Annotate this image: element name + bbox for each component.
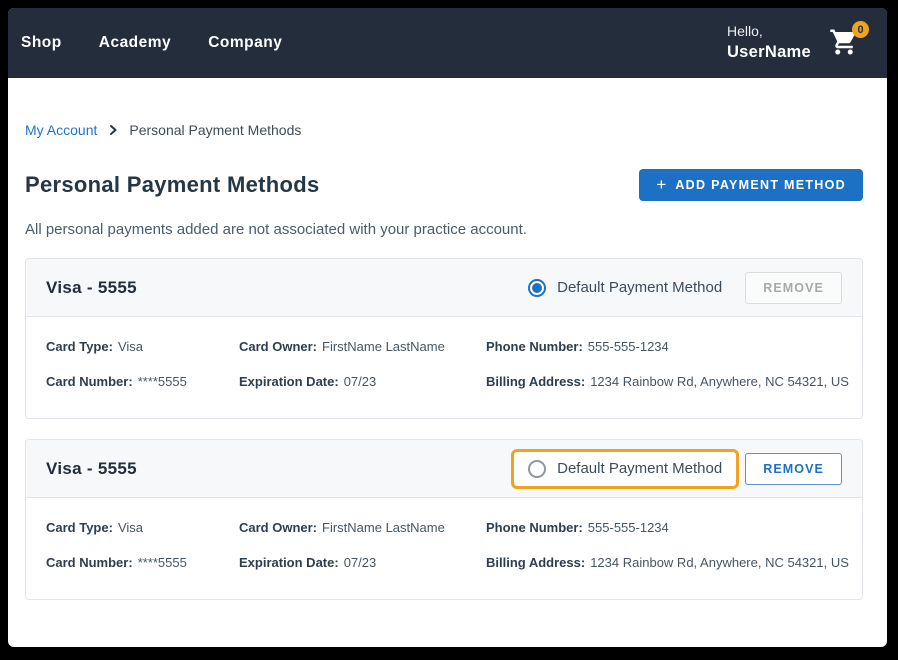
detail-card-number-1: Card Number: ****5555: [46, 374, 187, 389]
plus-icon: +: [656, 175, 667, 194]
detail-expiration-date-2: Expiration Date: 07/23: [239, 555, 377, 570]
breadcrumb-link-my-account[interactable]: My Account: [25, 122, 98, 138]
main-content: My Account Personal Payment Methods Pers…: [8, 122, 887, 600]
default-payment-radio-2[interactable]: [528, 459, 547, 478]
detail-card-owner-1: Card Owner: FirstName LastName: [239, 339, 445, 354]
payment-card-1-header: Visa - 5555 Default Payment Method REMOV…: [26, 259, 862, 317]
payment-card-2-header: Visa - 5555 Default Payment Method REMOV…: [26, 440, 862, 498]
user-greeting: Hello, UserName: [727, 22, 811, 63]
detail-billing-address-2: Billing Address: 1234 Rainbow Rd, Anywher…: [486, 555, 849, 570]
detail-billing-address-1: Billing Address: 1234 Rainbow Rd, Anywher…: [486, 374, 849, 389]
detail-expiration-date-1: Expiration Date: 07/23: [239, 374, 377, 389]
default-payment-label-1: Default Payment Method: [557, 279, 723, 296]
detail-phone-number-1: Phone Number: 555-555-1234: [486, 339, 669, 354]
breadcrumb: My Account Personal Payment Methods: [25, 122, 863, 138]
top-nav: Shop Academy Company Hello, UserName 0: [8, 8, 887, 78]
remove-button-1[interactable]: REMOVE: [745, 271, 842, 304]
add-payment-method-button[interactable]: + ADD PAYMENT METHOD: [639, 169, 863, 201]
nav-link-shop[interactable]: Shop: [21, 34, 62, 51]
default-payment-option-1[interactable]: Default Payment Method: [511, 268, 739, 308]
nav-right: Hello, UserName 0: [727, 21, 869, 63]
chevron-right-icon: [110, 125, 117, 135]
page: Shop Academy Company Hello, UserName 0 M…: [8, 8, 887, 647]
detail-card-type-1: Card Type: Visa: [46, 339, 143, 354]
greeting-hello: Hello,: [726, 23, 763, 40]
payment-card-1-details: Card Type: Visa Card Owner: FirstName Last…: [26, 317, 862, 418]
detail-card-owner-2: Card Owner: FirstName LastName: [239, 520, 445, 535]
cart-count-badge: 0: [852, 21, 869, 38]
breadcrumb-current: Personal Payment Methods: [129, 122, 302, 138]
payment-card-1: Visa - 5555 Default Payment Method REMOV…: [25, 258, 863, 419]
cart-button[interactable]: 0: [829, 21, 869, 59]
default-payment-option-2[interactable]: Default Payment Method: [511, 448, 740, 489]
page-title: Personal Payment Methods: [25, 172, 320, 197]
remove-button-2[interactable]: REMOVE: [745, 452, 842, 485]
title-row: Personal Payment Methods + ADD PAYMENT M…: [25, 169, 863, 201]
nav-link-company[interactable]: Company: [208, 34, 283, 51]
payment-card-2-title: Visa - 5555: [46, 458, 137, 478]
detail-phone-number-2: Phone Number: 555-555-1234: [486, 520, 669, 535]
payment-card-2-actions: Default Payment Method REMOVE: [511, 448, 842, 489]
default-payment-label-2: Default Payment Method: [557, 460, 723, 477]
payment-card-1-actions: Default Payment Method REMOVE: [511, 268, 842, 308]
payment-card-2: Visa - 5555 Default Payment Method REMOV…: [25, 439, 863, 600]
greeting-username: UserName: [726, 43, 811, 62]
detail-card-number-2: Card Number: ****5555: [46, 555, 187, 570]
default-payment-radio-1[interactable]: [528, 278, 547, 297]
add-button-label: ADD PAYMENT METHOD: [675, 178, 846, 192]
payment-card-1-title: Visa - 5555: [46, 277, 137, 297]
payment-card-2-details: Card Type: Visa Card Owner: FirstName Last…: [26, 498, 862, 599]
cart-icon: [830, 29, 856, 55]
nav-link-academy[interactable]: Academy: [98, 34, 172, 51]
nav-links: Shop Academy Company: [21, 34, 282, 52]
page-subtitle: All personal payments added are not asso…: [25, 221, 527, 238]
detail-card-type-2: Card Type: Visa: [46, 520, 143, 535]
